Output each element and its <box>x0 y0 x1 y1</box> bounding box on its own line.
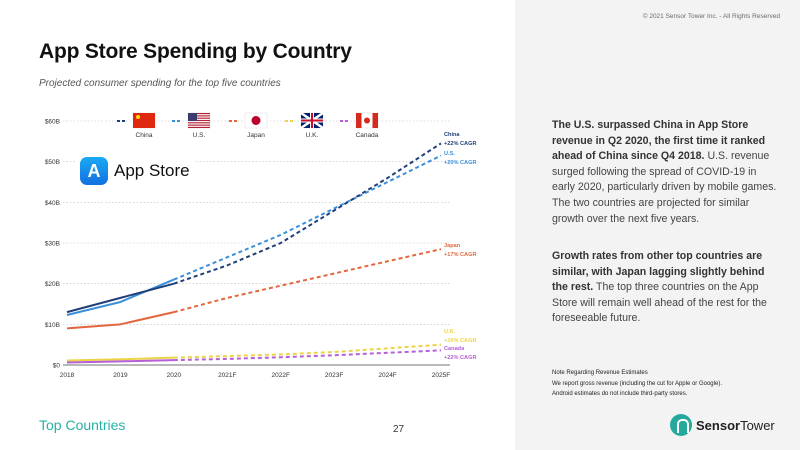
summary-paragraph-2: Growth rates from other top countries ar… <box>552 249 778 327</box>
x-tick-label: 2021F <box>218 372 236 379</box>
series-line-uk-forecast <box>173 343 442 359</box>
x-tick-label: 2022F <box>271 372 289 379</box>
series-cagr-canada: +22% CAGR <box>444 355 477 361</box>
series-cagr-china: +22% CAGR <box>444 141 477 147</box>
series-line-us-actual <box>66 278 175 316</box>
y-tick-label: $10B <box>45 322 60 329</box>
revenue-note: Note Regarding Revenue Estimates We repo… <box>552 368 792 400</box>
x-tick-label: 2018 <box>60 372 75 379</box>
legend-label: U.S. <box>193 132 206 139</box>
x-tick-label: 2020 <box>167 372 182 379</box>
series-label-japan: Japan <box>444 243 461 249</box>
y-tick-label: $60B <box>45 119 60 126</box>
brand-rest: Tower <box>740 417 775 433</box>
series-line-us-forecast <box>173 154 442 281</box>
series-cagr-uk: +20% CAGR <box>444 338 477 344</box>
section-label: Top Countries <box>39 417 126 433</box>
flag-canada-icon <box>355 112 379 129</box>
flag-japan-icon <box>244 112 268 129</box>
line-chart: $0 $10B $20B $30B $40B $50B $60B 2018 2019 2020 20… <box>45 111 477 380</box>
series-line-japan-forecast <box>173 248 442 314</box>
x-tick-label: 2023F <box>325 372 343 379</box>
series-line-canada-actual <box>66 359 174 364</box>
summary-2-bold: Growth rates from other top countries ar… <box>552 250 765 294</box>
page-subtitle: Projected consumer spending for the top … <box>39 78 281 89</box>
note-line-2: Android estimates do not include third-p… <box>552 391 688 397</box>
legend-label: Canada <box>356 132 379 139</box>
series-cagr-us: +20% CAGR <box>444 160 477 166</box>
main-panel: App Store Spending by Country Projected … <box>39 40 477 435</box>
legend-label: U.K. <box>306 132 319 139</box>
copyright: © 2021 Sensor Tower Inc. - All Rights Re… <box>642 13 780 20</box>
flag-uk-icon <box>300 111 324 130</box>
sensor-tower-logo: SensorTower <box>670 414 775 436</box>
series-cagr-japan: +17% CAGR <box>444 252 477 258</box>
page-number: 27 <box>393 424 405 435</box>
summary-paragraph-1: The U.S. surpassed China in App Store re… <box>552 118 778 227</box>
x-tick-label: 2019 <box>113 372 128 379</box>
legend-label: China <box>136 132 153 139</box>
series-label-canada: Canada <box>444 346 465 352</box>
chart-grid: $0 $10B $20B $30B $40B $50B $60B 2018 2019 2020 20… <box>45 119 450 380</box>
page-title: App Store Spending by Country <box>39 40 352 63</box>
flag-us-icon <box>187 112 211 129</box>
summary-panel: © 2021 Sensor Tower Inc. - All Rights Re… <box>515 0 800 450</box>
flag-china-icon <box>132 112 156 129</box>
app-store-badge: A App Store <box>76 155 194 187</box>
chart-series-labels: China +22% CAGR U.S. +20% CAGR Japan +17% CAG… <box>444 132 477 361</box>
series-label-china: China <box>444 132 460 138</box>
y-tick-label: $50B <box>45 159 60 166</box>
y-tick-label: $0 <box>53 363 61 370</box>
series-label-us: U.S. <box>444 151 455 157</box>
summary-1-bold: The U.S. surpassed China in App Store re… <box>552 119 766 163</box>
y-tick-label: $30B <box>45 241 60 248</box>
summary-2-text: The top three countries on the App Store… <box>552 281 767 325</box>
app-store-label: App Store <box>114 161 190 180</box>
series-line-china-actual <box>66 282 175 314</box>
series-line-canada-forecast <box>173 349 442 362</box>
note-title: Note Regarding Revenue Estimates <box>552 370 648 376</box>
x-tick-label: 2025F <box>432 372 450 379</box>
note-line-1: We report gross revenue (including the c… <box>552 380 722 387</box>
app-store-icon: A <box>80 157 108 185</box>
brand-strong: Sensor <box>696 417 741 433</box>
sensor-tower-icon <box>670 414 692 436</box>
legend-label: Japan <box>247 132 265 139</box>
series-line-uk-actual <box>66 356 174 362</box>
series-line-japan-actual <box>66 311 175 330</box>
x-tick-label: 2024F <box>378 372 396 379</box>
series-label-uk: U.K. <box>444 329 456 335</box>
chart-legend: China U.S. Japan U.K. Canada <box>117 111 379 139</box>
summary-1-text: U.S. revenue surged following the spread… <box>552 150 777 225</box>
y-tick-label: $20B <box>45 281 60 288</box>
chart-series <box>66 142 442 364</box>
y-tick-label: $40B <box>45 200 60 207</box>
